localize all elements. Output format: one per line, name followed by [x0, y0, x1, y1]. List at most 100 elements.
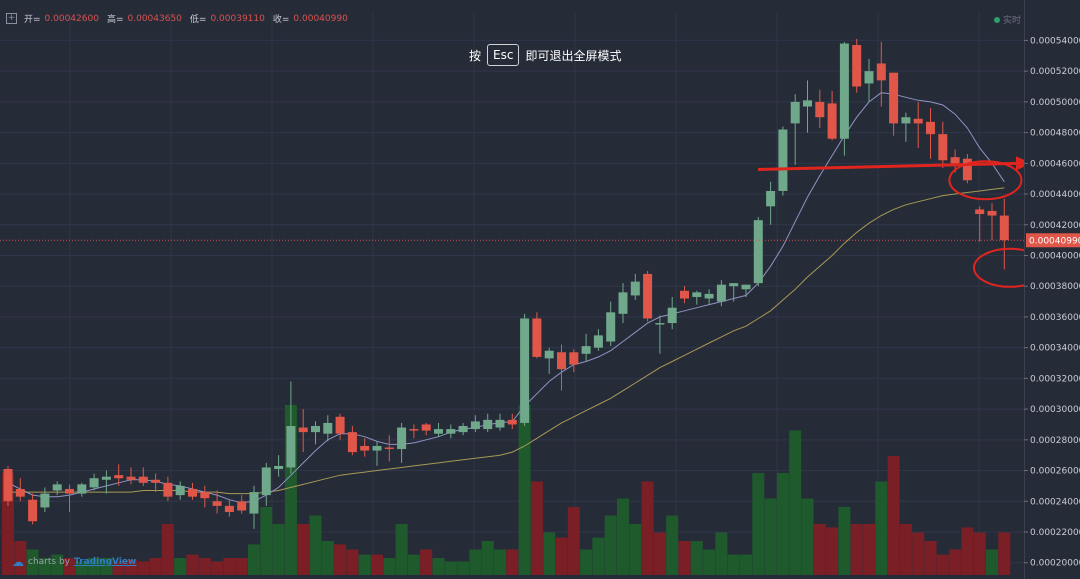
candle-body: [138, 476, 148, 483]
volume-bar: [912, 532, 925, 575]
candle: [606, 301, 616, 347]
candle: [212, 490, 222, 514]
y-tick-label: 0.00022000: [1030, 528, 1080, 538]
candle: [987, 203, 997, 241]
candle-body: [200, 492, 210, 499]
candle: [520, 313, 530, 426]
candle-body: [557, 352, 566, 370]
cloud-logo-icon: ☁: [12, 555, 24, 569]
candle: [778, 126, 788, 196]
volume-bar: [629, 524, 642, 575]
candle: [28, 493, 38, 525]
candle-body: [347, 432, 357, 453]
tradingview-attribution[interactable]: ☁ charts by TradingView: [12, 555, 136, 569]
candle-body: [114, 475, 124, 479]
candle: [77, 482, 87, 497]
candle: [470, 415, 480, 433]
candle-body: [606, 312, 616, 342]
candle-body: [458, 425, 468, 433]
candle: [532, 312, 542, 359]
volume-bar: [125, 559, 137, 575]
volume-bar: [690, 541, 703, 575]
volume-bar: [604, 515, 617, 575]
volume-bar: [112, 561, 125, 575]
candle-body: [950, 157, 960, 164]
candles: [3, 38, 1009, 529]
candle: [126, 467, 136, 485]
volume-bar: [481, 541, 494, 575]
candle: [901, 112, 911, 142]
tradingview-link[interactable]: TradingView: [74, 557, 137, 567]
candle: [175, 481, 185, 500]
candle-body: [839, 43, 849, 139]
candle-body: [987, 210, 997, 216]
candle: [692, 290, 702, 305]
candle: [163, 476, 173, 502]
volume-bar: [617, 498, 629, 575]
live-indicator[interactable]: 实时: [994, 13, 1021, 26]
y-tick-label: 0.00052000: [1030, 67, 1080, 77]
volume-bar: [936, 554, 949, 575]
candle-body: [249, 492, 259, 514]
volume-bar: [444, 561, 457, 575]
candle: [224, 499, 234, 517]
volume-bar: [248, 544, 260, 575]
candle-body: [237, 501, 247, 511]
volume-bar: [715, 532, 728, 575]
candle: [680, 286, 689, 304]
candle-body: [876, 63, 886, 81]
candle: [913, 101, 923, 148]
candle: [729, 283, 739, 302]
candle-body: [520, 318, 530, 423]
candle-body: [507, 419, 517, 425]
candle: [360, 438, 370, 457]
candle-body: [101, 476, 111, 480]
volume-bar: [998, 532, 1011, 575]
candle-body: [778, 129, 788, 191]
candle-body: [311, 425, 320, 433]
candle-body: [999, 215, 1009, 241]
candle-body: [618, 292, 628, 314]
candle: [249, 485, 259, 529]
volume-bar: [51, 554, 64, 575]
y-tick-label: 0.00042000: [1030, 221, 1080, 231]
candle-body: [421, 424, 431, 431]
candle-body: [470, 421, 480, 430]
candle-body: [704, 293, 714, 299]
candle: [852, 38, 862, 93]
candle: [483, 413, 493, 433]
candle: [889, 72, 899, 136]
volume-bar: [223, 558, 236, 575]
volume-bar: [38, 558, 51, 575]
candle: [569, 349, 579, 373]
volume-bar: [961, 527, 974, 575]
candle: [151, 473, 161, 493]
open-value: 0.00042600: [44, 13, 99, 24]
volume-bar: [407, 554, 420, 575]
candle-body: [593, 335, 603, 348]
candle-body: [680, 290, 689, 299]
candle-body: [901, 117, 911, 124]
candle: [667, 296, 677, 330]
fullscreen-exit-hint: 按 Esc 即可退出全屏模式: [469, 44, 621, 66]
candle-body: [630, 281, 640, 296]
candle-body: [495, 419, 505, 428]
volume-bar: [666, 515, 679, 575]
volume-bar: [149, 558, 162, 575]
ma-fast-line: [7, 92, 1005, 504]
candle: [286, 381, 296, 474]
y-tick-label: 0.00054000: [1030, 36, 1080, 46]
candle: [384, 435, 394, 462]
volume-bar: [727, 554, 740, 575]
expand-plus-icon[interactable]: +: [6, 13, 17, 24]
candle: [716, 280, 726, 307]
y-tick-label: 0.00038000: [1030, 282, 1080, 292]
candle: [593, 329, 603, 351]
live-label: 实时: [1003, 16, 1022, 26]
y-tick-label: 0.00048000: [1030, 129, 1080, 139]
volume-bar: [334, 544, 347, 575]
candle-body: [889, 72, 899, 124]
y-tick-label: 0.00050000: [1030, 98, 1080, 108]
candle-body: [962, 158, 972, 181]
